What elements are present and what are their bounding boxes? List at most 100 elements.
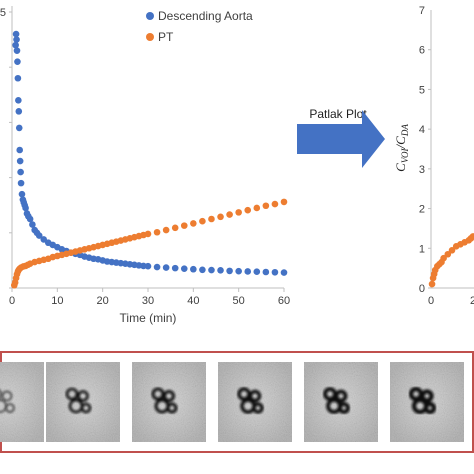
aorta-data-point: [217, 267, 224, 274]
legend-marker-aorta: [146, 12, 154, 20]
aorta-data-point: [180, 265, 188, 272]
uptake-ring: [0, 390, 2, 398]
aorta-data-point: [14, 58, 21, 65]
patlak-data-point: [428, 280, 436, 288]
pet-frame-image: [390, 362, 464, 442]
aorta-data-point: [226, 267, 233, 275]
left-chart-x-axis-title: Time (min): [120, 311, 177, 325]
frame-background: [0, 362, 44, 442]
left-y-tick-label: 5: [0, 7, 6, 19]
legend-marker-pt: [146, 33, 154, 41]
time-activity-chart: 5 0 10 20 30 40 50 60 Time (min) Descending Ao…: [0, 6, 290, 325]
pt-data-point: [144, 230, 152, 238]
aorta-data-point: [244, 268, 252, 275]
patlak-data-point: [444, 250, 452, 258]
uptake-ring: [151, 387, 165, 401]
aorta-data-point: [12, 30, 20, 38]
right-chart-y-axis-title: CVOI/CDA: [393, 124, 410, 172]
tracer-uptake-blob: [408, 386, 437, 415]
aorta-data-point: [171, 264, 179, 272]
aorta-data-point: [253, 268, 261, 276]
uptake-ring: [252, 402, 264, 414]
aorta-data-point: [235, 267, 242, 275]
aorta-data-point: [18, 190, 26, 198]
legend-label-aorta: Descending Aorta: [158, 9, 253, 23]
uptake-ring: [65, 387, 79, 401]
right-y-tick-label: 7: [419, 5, 425, 17]
aorta-data-point: [35, 232, 43, 239]
right-y-tick-label: 1: [419, 243, 425, 255]
aorta-data-point: [15, 108, 23, 115]
pet-frame-image: [218, 362, 292, 442]
pt-data-point: [244, 206, 252, 214]
uptake-ring: [248, 389, 262, 403]
pt-data-point: [190, 220, 197, 227]
aorta-data-point: [262, 268, 270, 276]
aorta-data-point: [22, 204, 29, 212]
aorta-data-point: [40, 236, 48, 243]
tracer-uptake-blob: [323, 387, 350, 414]
aorta-data-point: [29, 221, 36, 228]
uptake-ring: [338, 402, 350, 414]
aorta-data-point: [15, 97, 22, 104]
pt-data-point: [280, 198, 288, 206]
pt-data-point: [208, 215, 215, 223]
uptake-ring: [5, 403, 15, 413]
aorta-data-point: [153, 263, 161, 271]
patlak-arrow: Patlak Plot: [297, 107, 385, 168]
pet-frame-image: [46, 362, 120, 442]
pet-image-strip: [0, 351, 474, 453]
aorta-data-point: [17, 168, 24, 176]
pt-data-point: [171, 224, 179, 232]
arrow-label: Patlak Plot: [309, 107, 367, 121]
aorta-data-point: [190, 265, 197, 273]
right-y-tick-label: 5: [419, 84, 425, 96]
right-y-tick-label: 3: [419, 164, 425, 176]
right-y-tick-label: 6: [419, 45, 425, 57]
left-x-tick-label: 20: [97, 295, 109, 307]
uptake-ring: [237, 387, 251, 401]
uptake-ring: [420, 389, 434, 403]
aorta-data-point: [199, 266, 206, 274]
right-x-tick-label: 0: [428, 295, 434, 307]
legend: Descending Aorta PT: [146, 9, 253, 44]
tracer-uptake-blob: [0, 390, 15, 413]
tracer-uptake-blob: [151, 387, 178, 414]
aorta-data-point: [12, 41, 19, 49]
patlak-data-point: [440, 254, 447, 262]
left-x-tick-label: 50: [233, 295, 245, 307]
left-x-tick-label: 40: [187, 295, 199, 307]
frame-background: [46, 362, 120, 442]
aorta-data-point: [13, 47, 21, 54]
aorta-data-point: [13, 36, 20, 43]
uptake-ring: [77, 390, 89, 402]
pet-frame-image: [0, 362, 44, 442]
aorta-data-point: [280, 269, 288, 276]
uptake-ring: [166, 402, 178, 414]
pet-frame-image: [132, 362, 206, 442]
aorta-data-point: [16, 146, 24, 154]
right-y-tick-label: 4: [419, 124, 425, 136]
pt-data-point: [226, 211, 233, 218]
pt-data-point: [180, 222, 188, 229]
aorta-data-point: [15, 124, 23, 132]
right-y-tick-label: 0: [419, 283, 425, 295]
uptake-ring: [162, 389, 176, 403]
pet-frame-image: [304, 362, 378, 442]
aorta-data-point: [14, 74, 22, 82]
left-x-tick-label: 60: [278, 295, 290, 307]
aorta-data-point: [208, 266, 215, 274]
aorta-data-point: [16, 157, 24, 165]
tracer-uptake-blob: [237, 387, 264, 414]
left-x-tick-label: 0: [9, 295, 15, 307]
aorta-data-point: [17, 179, 25, 187]
patlak-data-point: [448, 246, 456, 254]
pt-data-point: [217, 213, 224, 221]
right-y-tick-label: 2: [419, 204, 425, 216]
patlak-data-point: [469, 233, 474, 240]
aorta-data-point: [271, 268, 279, 276]
pt-data-point: [262, 202, 270, 210]
aorta-data-point: [144, 262, 152, 270]
pt-data-point: [199, 217, 206, 225]
